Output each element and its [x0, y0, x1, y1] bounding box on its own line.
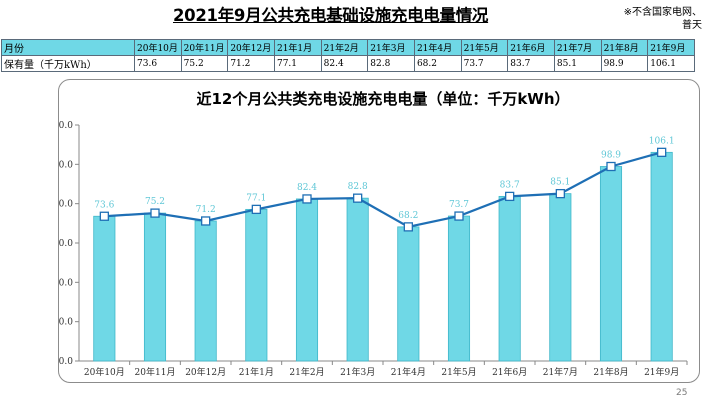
- bar: [599, 166, 623, 362]
- table-header-row: 月份 20年10月 20年11月 20年12月 21年1月 21年2月 21年3月 21年4…: [1, 39, 695, 56]
- table-cell: 73.6: [134, 55, 182, 72]
- y-tick-label: 60.0: [59, 239, 73, 249]
- data-label: 85.1: [550, 178, 570, 188]
- x-tick-label: 21年8月: [593, 366, 628, 378]
- data-label: 73.6: [94, 200, 114, 210]
- series-line: [104, 151, 662, 229]
- line-marker: [657, 147, 667, 157]
- bar: [447, 215, 471, 362]
- bar: [397, 226, 420, 362]
- table-cell: 106.1: [647, 55, 695, 72]
- table-header-cell: 21年4月: [413, 39, 462, 56]
- table-cell: 98.9: [600, 55, 649, 72]
- data-table: 月份 20年10月 20年11月 20年12月 21年1月 21年2月 21年3月 21年4…: [1, 39, 695, 72]
- x-tick-label: 21年3月: [340, 366, 375, 378]
- table-header-cell: 21年8月: [600, 39, 649, 56]
- y-tick-label: 80.0: [59, 200, 73, 210]
- line-marker: [302, 194, 312, 204]
- table-cell: 73.7: [460, 55, 509, 72]
- bar: [245, 208, 268, 362]
- data-label: 106.1: [649, 136, 675, 146]
- table-cell: 71.2: [227, 55, 275, 72]
- bar: [346, 197, 369, 362]
- table-header-cell: 21年1月: [273, 39, 322, 56]
- table-header-cell: 20年11月: [180, 39, 229, 56]
- data-label: 98.9: [601, 150, 621, 160]
- data-label: 68.2: [398, 211, 418, 221]
- chart-title: 近12个月公共类充电设施充电电量（单位：千万kWh）: [196, 90, 569, 108]
- x-tick-label: 20年12月: [185, 366, 226, 378]
- footnote: ※不含国家电网、 普天: [582, 6, 702, 32]
- data-label: 82.4: [297, 183, 317, 193]
- x-tick-label: 21年6月: [492, 366, 527, 378]
- footnote-line-2: 普天: [682, 20, 702, 31]
- bar: [93, 215, 116, 362]
- table-cell: 77.1: [273, 55, 322, 72]
- chart-frame: 近12个月公共类充电设施充电电量（单位：千万kWh） 0.0 20.0 40.0 60.…: [58, 79, 700, 383]
- bar: [143, 212, 167, 362]
- table-header-cell: 20年12月: [227, 39, 275, 56]
- x-tick-label: 20年10月: [84, 366, 125, 378]
- bar: [549, 193, 572, 362]
- table-row: 保有量（千万kWh） 73.6 75.2 71.2 77.1 82.4 82.8 68.2 7…: [1, 55, 695, 72]
- footnote-line-1: ※不含国家电网、: [623, 7, 702, 18]
- table-cell: 85.1: [553, 55, 602, 72]
- data-label: 83.7: [500, 180, 520, 190]
- line-marker: [403, 222, 413, 232]
- x-tick-label: 21年2月: [289, 366, 324, 378]
- data-label: 82.8: [348, 182, 368, 192]
- table-cell: 82.4: [320, 55, 369, 72]
- line-marker: [99, 211, 109, 221]
- line-marker: [454, 211, 464, 221]
- line-marker: [606, 161, 616, 172]
- table-header-cell: 20年10月: [134, 39, 182, 56]
- table-cell: 75.2: [180, 55, 229, 72]
- data-label: 75.2: [145, 197, 165, 207]
- page-number: 25: [676, 388, 688, 398]
- table-cell: 83.7: [507, 55, 555, 72]
- line-marker: [353, 193, 363, 203]
- table-header-cell: 21年3月: [367, 39, 415, 56]
- line-marker: [150, 208, 160, 218]
- table-row-label: 保有量（千万kWh）: [1, 55, 135, 72]
- line-marker: [251, 204, 261, 215]
- data-label: 77.1: [246, 193, 266, 203]
- table-header-cell: 21年2月: [320, 39, 369, 56]
- page-title: 2021年9月公共充电基础设施充电电量情况: [173, 6, 489, 25]
- table-header-cell: 21年7月: [553, 39, 602, 56]
- line-marker: [555, 188, 565, 199]
- x-tick-label: 20年11月: [135, 366, 176, 378]
- x-tick-label: 21年1月: [239, 366, 274, 378]
- chart: 近12个月公共类充电设施充电电量（单位：千万kWh） 0.0 20.0 40.0 60.…: [59, 90, 688, 378]
- table-header-cell: 21年9月: [647, 39, 695, 56]
- y-tick-label: 120.0: [59, 121, 73, 131]
- x-tick-label: 21年4月: [391, 366, 426, 378]
- x-tick-label: 21年5月: [441, 366, 476, 378]
- bar: [295, 198, 319, 362]
- table-header-label: 月份: [1, 39, 135, 56]
- table-cell: 68.2: [413, 55, 462, 72]
- bar: [650, 151, 673, 362]
- line-marker: [201, 216, 211, 226]
- data-label: 73.7: [449, 200, 469, 210]
- table-cell: 82.8: [367, 55, 415, 72]
- table-header-cell: 21年6月: [507, 39, 555, 56]
- y-tick-label: 20.0: [59, 318, 73, 328]
- bar: [194, 220, 217, 362]
- x-tick-label: 21年7月: [543, 366, 578, 378]
- y-tick-label: 40.0: [59, 278, 73, 288]
- bar: [498, 195, 521, 362]
- data-label: 71.2: [196, 205, 216, 215]
- y-tick-label: 0.0: [59, 357, 73, 367]
- line-marker: [505, 191, 515, 202]
- y-tick-label: 100.0: [59, 160, 73, 170]
- table-header-cell: 21年5月: [460, 39, 509, 56]
- x-tick-label: 21年9月: [644, 366, 679, 378]
